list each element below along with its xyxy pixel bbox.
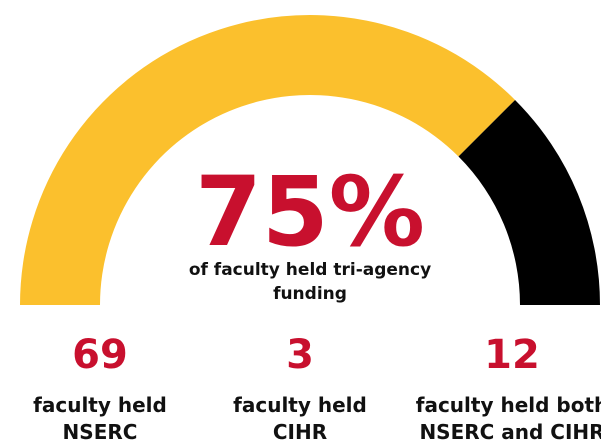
stat-label: faculty held both: [416, 393, 601, 417]
stat-label: NSERC and CIHR: [419, 420, 601, 441]
stat-value: 3: [286, 332, 314, 378]
stat-label: CIHR: [273, 420, 327, 441]
stat-value: 69: [72, 332, 128, 378]
stat-value: 12: [484, 332, 540, 378]
stat-label: NSERC: [63, 420, 138, 441]
gauge-value: [20, 15, 516, 306]
gauge-remainder: [458, 99, 600, 306]
stat-label: faculty held: [233, 393, 367, 417]
subtitle: of faculty held tri-agency: [189, 260, 431, 280]
gauge-value-label: 75%: [195, 156, 425, 268]
subtitle: funding: [273, 284, 347, 304]
stat-label: faculty held: [33, 393, 167, 417]
